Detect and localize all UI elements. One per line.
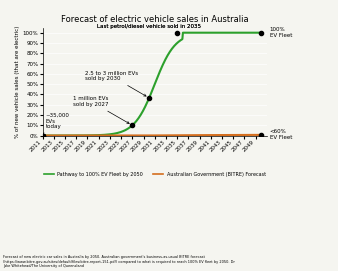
Text: ~35,000
EVs
today: ~35,000 EVs today [43, 113, 69, 135]
Y-axis label: % of new vehicle sales (that are electric): % of new vehicle sales (that are electri… [15, 25, 20, 138]
Title: Forecast of electric vehicle sales in Australia: Forecast of electric vehicle sales in Au… [61, 15, 248, 24]
Text: 2.5 to 3 million EVs
sold by 2030: 2.5 to 3 million EVs sold by 2030 [84, 70, 146, 96]
Text: <60%
EV Fleet: <60% EV Fleet [270, 130, 292, 140]
Text: Last petrol/diesel vehicle sold in 2035: Last petrol/diesel vehicle sold in 2035 [97, 24, 201, 28]
Legend: Pathway to 100% EV Fleet by 2050, Australian Government (BITRE) Forecast: Pathway to 100% EV Fleet by 2050, Austra… [42, 170, 268, 179]
Text: Forecast of new electric car sales in Australia by 2050. Australian government's: Forecast of new electric car sales in Au… [3, 255, 235, 268]
Text: Last petrol/diesel vehicle sold in 2035: Last petrol/diesel vehicle sold in 2035 [97, 24, 201, 28]
Text: 100%
EV Fleet: 100% EV Fleet [270, 27, 292, 38]
Text: 1 million EVs
sold by 2027: 1 million EVs sold by 2027 [73, 96, 129, 124]
